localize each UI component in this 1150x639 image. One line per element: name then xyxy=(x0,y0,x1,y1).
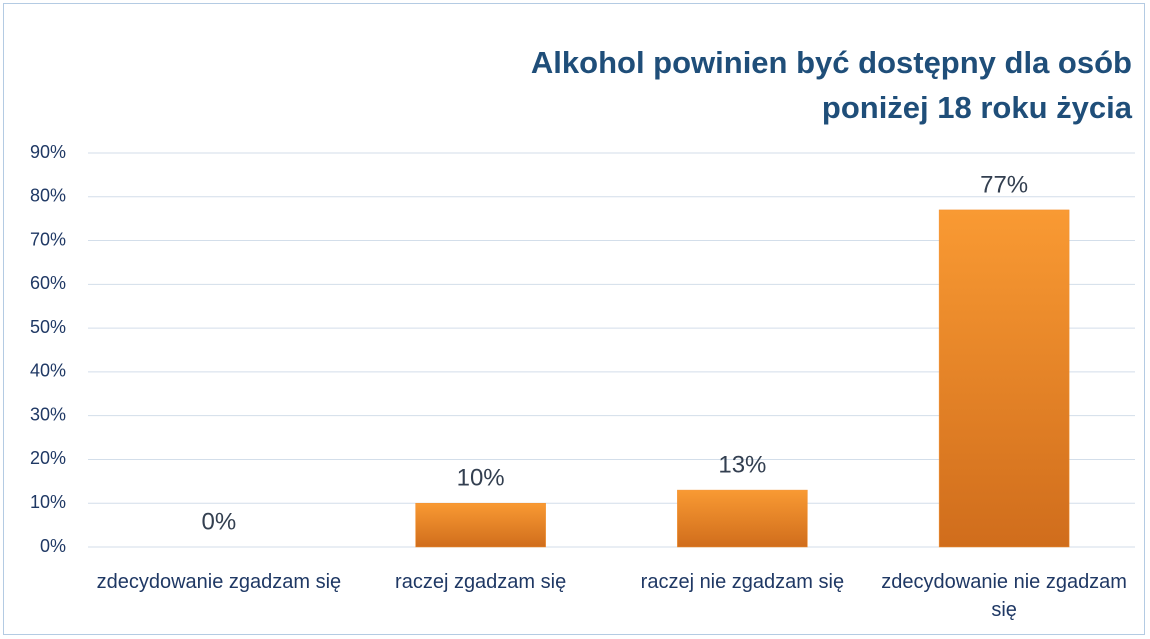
y-tick-label: 10% xyxy=(30,492,66,512)
y-tick-label: 30% xyxy=(30,404,66,424)
bar xyxy=(677,489,808,548)
chart-frame xyxy=(3,3,1145,635)
data-label: 0% xyxy=(202,508,237,535)
y-tick-label: 50% xyxy=(30,317,66,337)
y-tick-label: 40% xyxy=(30,361,66,381)
data-label: 10% xyxy=(457,465,505,492)
data-label: 13% xyxy=(718,451,766,478)
y-tick-label: 70% xyxy=(30,229,66,249)
bar xyxy=(938,209,1070,548)
data-label: 77% xyxy=(980,171,1028,198)
y-tick-label: 90% xyxy=(30,142,66,162)
x-tick-label: raczej zgadzam się xyxy=(395,571,567,593)
x-tick-label: zdecydowanie nie zgadzam się xyxy=(881,571,1127,621)
chart-title: Alkohol powinien być dostępny dla osób p… xyxy=(530,45,1132,125)
y-tick-label: 60% xyxy=(30,273,66,293)
y-tick-label: 80% xyxy=(30,186,66,206)
y-tick-label: 20% xyxy=(30,448,66,468)
x-tick-label: raczej nie zgadzam się xyxy=(640,571,845,593)
bar xyxy=(415,502,546,548)
y-tick-label: 0% xyxy=(40,536,66,556)
x-tick-label: zdecydowanie zgadzam się xyxy=(96,571,342,593)
